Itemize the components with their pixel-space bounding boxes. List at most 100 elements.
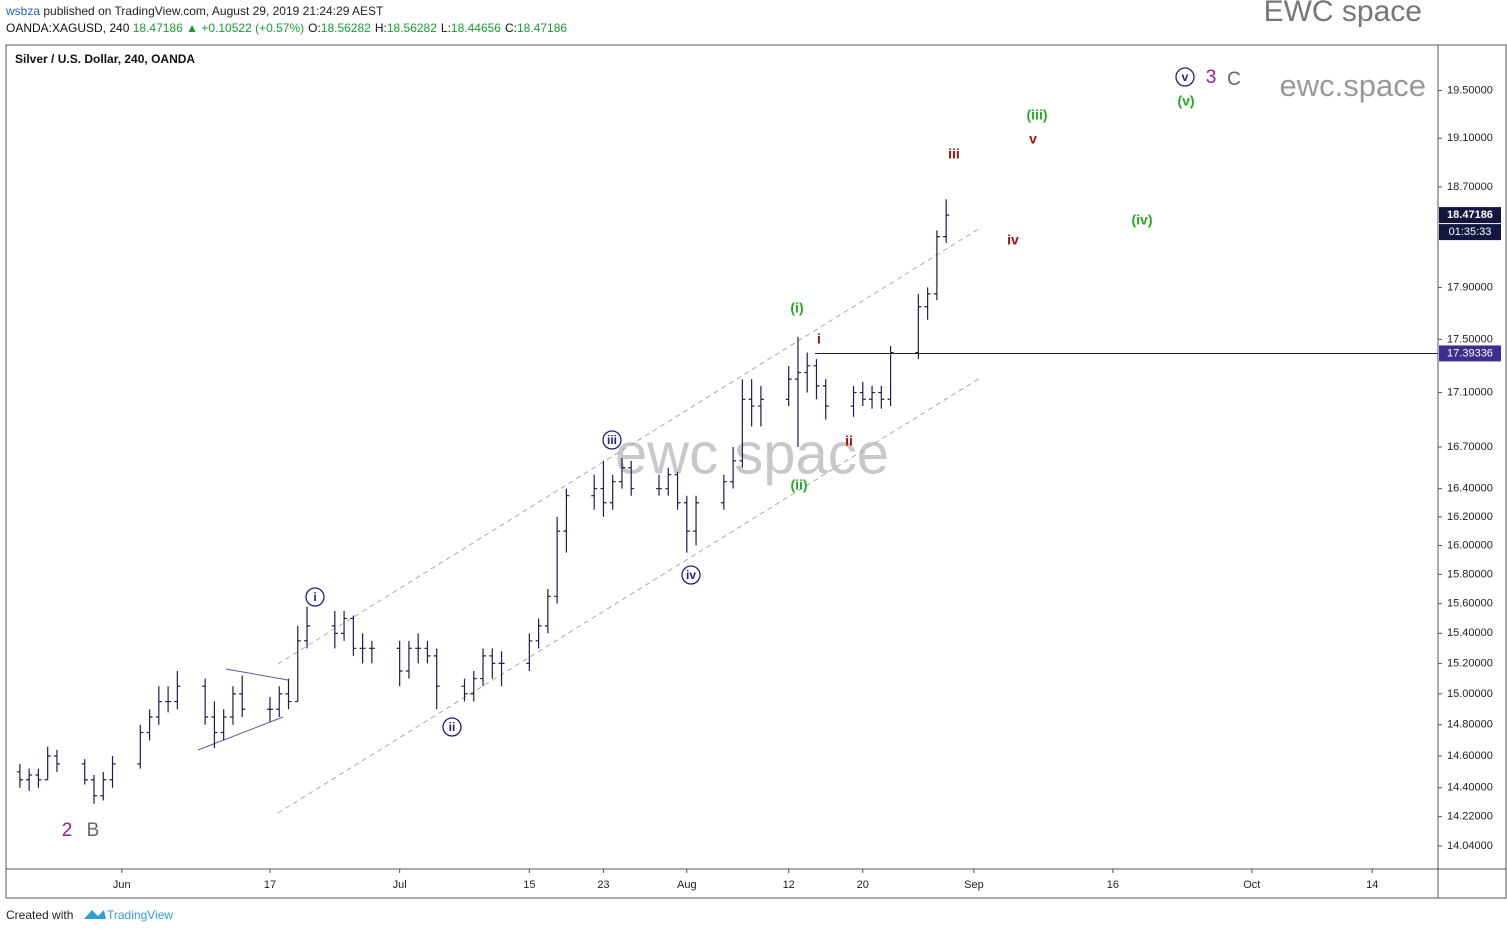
ohlc-bar — [174, 670, 181, 710]
ohlc-bar — [285, 678, 292, 710]
author: wsbza — [5, 4, 40, 18]
ohlc-bar — [304, 606, 311, 649]
published: published on TradingView.com, August 29,… — [43, 4, 384, 18]
ohlc-bar — [730, 446, 737, 489]
ohlc-value: 18.56282 — [387, 21, 437, 35]
ohlc-bar — [794, 336, 801, 447]
y-tick-label: 17.50000 — [1447, 333, 1493, 345]
watermark: ewc space — [615, 421, 889, 486]
ohlc-bar — [81, 759, 88, 785]
ohlc-bar — [656, 474, 663, 496]
ohlc-bar — [480, 648, 487, 687]
ohlc-bar — [526, 633, 533, 671]
symbol: OANDA:XAGUSD, 240 — [6, 21, 130, 35]
ohlc-bar — [683, 495, 690, 553]
logo-icon — [84, 910, 106, 919]
y-tick-label: 15.40000 — [1447, 627, 1493, 639]
y-tick-label: 14.40000 — [1447, 782, 1493, 794]
wave-label: iii — [948, 146, 960, 162]
y-tick-label: 14.22000 — [1447, 811, 1493, 823]
ohlc-bar — [609, 474, 616, 510]
ohlc-bar — [137, 724, 144, 769]
wave-label: i — [817, 331, 821, 347]
ohlc-bar — [26, 768, 33, 791]
footer-text: Created with — [6, 908, 73, 922]
ohlc-value: 18.47186 — [517, 21, 567, 35]
wave-label: (iii) — [1027, 107, 1048, 123]
wave-label: (i) — [790, 300, 803, 316]
ohlc-bar — [220, 709, 227, 741]
ohlc-bar — [294, 625, 301, 703]
ohlc-bar — [461, 678, 468, 702]
ohlc-bar — [266, 696, 273, 722]
ohlc-bar — [470, 670, 477, 702]
hline-label: 17.39336 — [1447, 347, 1493, 359]
brand: EWC space — [1264, 0, 1422, 28]
ohlc-bar — [563, 488, 570, 553]
ohlc-bar — [933, 230, 940, 301]
ohlc-bar — [720, 474, 727, 510]
ohlc-bar — [405, 640, 412, 679]
y-tick-label: 14.60000 — [1447, 750, 1493, 762]
y-tick-label: 15.80000 — [1447, 568, 1493, 580]
ohlc-bar — [202, 678, 209, 725]
ohlc-bar — [35, 768, 42, 788]
y-tick-label: 16.00000 — [1447, 539, 1493, 551]
ohlc-bar — [554, 516, 561, 604]
y-tick-label: 18.70000 — [1447, 181, 1493, 193]
ohlc-label: H: — [375, 21, 387, 35]
wave-label: (v) — [1177, 93, 1194, 109]
y-tick-label: 16.40000 — [1447, 483, 1493, 495]
y-tick-label: 17.90000 — [1447, 281, 1493, 293]
quote-line: OANDA:XAGUSD, 240 18.47186 ▲ +0.10522 (+… — [6, 21, 567, 35]
ohlc-bar — [90, 774, 97, 804]
wave-label: (iv) — [1132, 212, 1153, 228]
ohlc-bar — [693, 495, 700, 546]
triangle-line — [225, 668, 289, 681]
y-tick-label: 15.20000 — [1447, 657, 1493, 669]
wave-label: v — [1182, 70, 1189, 84]
x-tick-label: 14 — [1366, 879, 1378, 891]
ohlc-bar — [785, 365, 792, 407]
ohlc-value: 18.56282 — [321, 21, 371, 35]
y-tick-label: 15.00000 — [1447, 688, 1493, 700]
ohlc-bar — [665, 467, 672, 496]
ohlc-bar — [628, 460, 635, 496]
ohlc-bar — [813, 359, 820, 400]
channel-line — [277, 227, 981, 665]
wave-label: (ii) — [790, 477, 807, 493]
x-tick-label: Sep — [964, 879, 984, 891]
logo-text[interactable]: TradingView — [107, 908, 173, 922]
ohlc-bar — [396, 640, 403, 687]
ohlc-value: 18.44656 — [451, 21, 501, 35]
ohlc-bar — [350, 615, 357, 656]
ohlc-bar — [618, 458, 625, 489]
ohlc-bar — [229, 686, 236, 725]
y-tick-label: 14.80000 — [1447, 719, 1493, 731]
ohlc-bar — [887, 345, 894, 407]
ohlc-bar — [211, 701, 218, 749]
x-tick-label: Oct — [1243, 879, 1260, 891]
ohlc-bar — [924, 287, 931, 320]
ohlc-bar — [368, 640, 375, 664]
ohlc-bar — [331, 611, 338, 649]
y-tick-label: 16.20000 — [1447, 511, 1493, 523]
wave-label: v — [1029, 131, 1037, 147]
triangle-line — [197, 716, 284, 751]
wave-circle — [442, 717, 462, 737]
ohlc-bar — [859, 381, 866, 407]
frame — [5, 44, 1507, 899]
ohlc-bar — [600, 460, 607, 517]
y-tick-label: 17.10000 — [1447, 386, 1493, 398]
wave-label: iv — [1007, 232, 1019, 248]
arrow: ▲ — [186, 21, 198, 35]
ohlc-bar — [850, 385, 857, 417]
ohlc-bar — [489, 648, 496, 679]
x-tick-label: 17 — [264, 879, 276, 891]
ohlc-bar — [165, 686, 172, 713]
ohlc-bar — [498, 651, 505, 687]
change: +0.10522 (+0.57%) — [201, 21, 304, 35]
ohlc-bar — [415, 633, 422, 664]
ohlc-bar — [739, 379, 746, 468]
